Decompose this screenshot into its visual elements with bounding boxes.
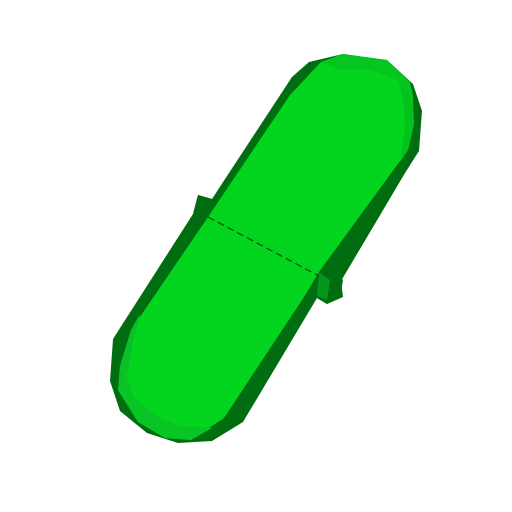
capsule-lower-face <box>118 217 319 440</box>
capsule-bottom-left-facet <box>118 314 140 390</box>
capsule-band-left <box>193 195 212 217</box>
capsule-seam-line <box>207 216 320 277</box>
capsule-top-facet <box>321 54 413 96</box>
capsule-upper-face <box>208 54 414 272</box>
capsule-bottom-facet <box>118 370 212 440</box>
capsule-top-right-facet <box>398 80 414 162</box>
capsule-band-right-face <box>317 272 330 300</box>
